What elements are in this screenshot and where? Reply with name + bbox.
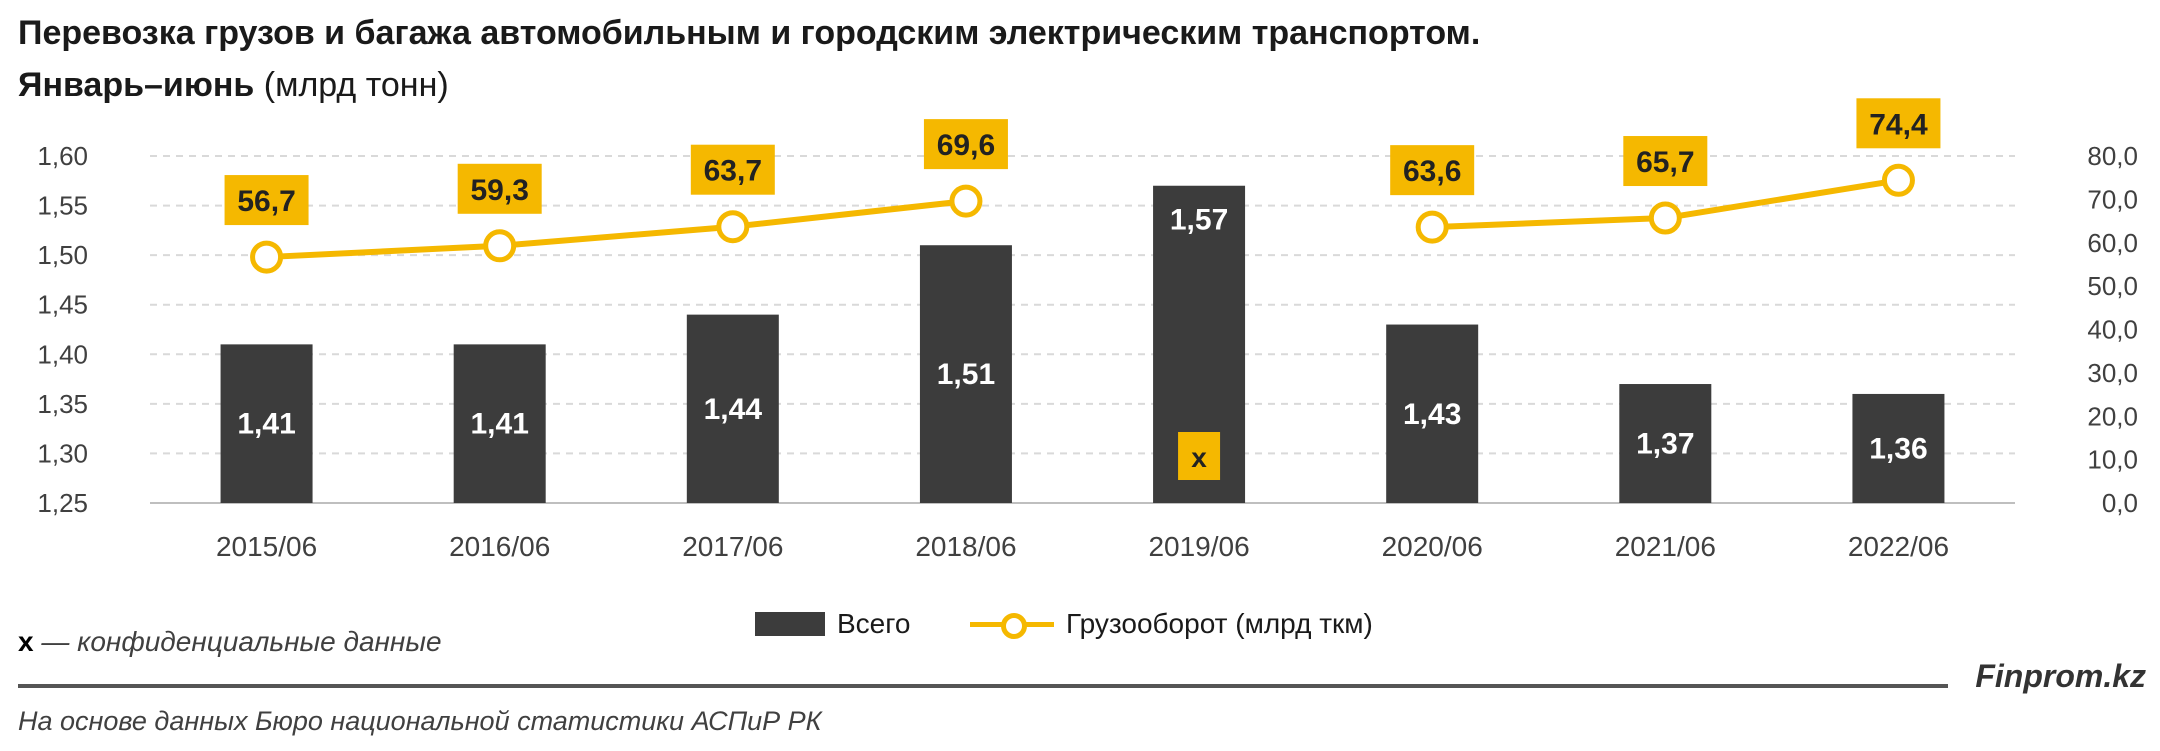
x-tick-label: 2020/06 <box>1382 531 1483 562</box>
y-left-tick-label: 1,45 <box>37 290 88 320</box>
line-value-label: 69,6 <box>937 129 995 162</box>
y-right-tick-label: 40,0 <box>2087 315 2138 345</box>
y-right-tick-label: 80,0 <box>2087 141 2138 171</box>
y-right-tick-label: 60,0 <box>2087 228 2138 258</box>
y-right-tick-label: 0,0 <box>2102 488 2138 518</box>
legend-line-marker <box>970 610 1054 639</box>
y-left-tick-label: 1,35 <box>37 389 88 419</box>
line-label-box <box>1623 136 1708 187</box>
legend-label-turnover: Грузооборот (млрд ткм) <box>1066 608 1373 639</box>
x-tick-label: 2019/06 <box>1148 531 1249 562</box>
line-point <box>716 210 750 244</box>
x-tick-label: 2022/06 <box>1848 531 1949 562</box>
line-point <box>483 229 517 263</box>
y-left-tick-label: 1,55 <box>37 191 88 221</box>
bar <box>1386 324 1479 503</box>
bar-value-label: 1,43 <box>1403 398 1461 431</box>
bar-value-label: 1,36 <box>1869 432 1927 465</box>
subtitle-unit: (млрд тонн) <box>254 66 449 104</box>
line-point <box>1881 163 1915 197</box>
bar-value-label: 1,37 <box>1636 428 1694 461</box>
note-mark: x <box>18 626 34 657</box>
confidential-note: x — конфиденциальные данные <box>18 626 442 658</box>
line-value-label: 63,6 <box>1403 155 1461 188</box>
y-left-tick-label: 1,30 <box>37 438 88 468</box>
footer-divider <box>18 684 1948 688</box>
legend-swatch-total <box>755 612 825 636</box>
legend-item-turnover: Грузооборот (млрд ткм) <box>970 608 1373 640</box>
y-right-tick-label: 50,0 <box>2087 271 2138 301</box>
line-value-label: 65,7 <box>1636 146 1694 179</box>
bar <box>220 344 313 503</box>
line-label-box <box>457 163 542 214</box>
x-tick-label: 2021/06 <box>1615 531 1716 562</box>
bar-value-label: 1,44 <box>704 393 763 426</box>
confidential-mark-box <box>1178 432 1221 480</box>
line-value-label: 74,4 <box>1869 108 1928 141</box>
bar <box>919 245 1012 503</box>
legend-item-total: Всего <box>755 608 910 640</box>
legend-label-total: Всего <box>837 608 911 639</box>
y-right-tick-label: 10,0 <box>2087 445 2138 475</box>
brand-logo-text: Finprom.kz <box>1975 658 2146 694</box>
bar-value-label: 1,41 <box>470 408 528 441</box>
line-point <box>1415 210 1449 244</box>
y-right-tick-label: 70,0 <box>2087 184 2138 214</box>
y-left-tick-label: 1,60 <box>37 141 88 171</box>
chart-area: 1,60 1,55 1,50 1,45 1,40 1,35 1,30 1,25 80,0 70,0… <box>37 98 2138 562</box>
confidential-mark: x <box>1191 442 1207 473</box>
subtitle-period: Январь–июнь <box>18 66 255 104</box>
line-point <box>250 240 284 274</box>
line-point <box>949 184 983 218</box>
x-tick-label: 2015/06 <box>216 531 317 562</box>
line-point <box>1648 201 1682 235</box>
y-left-tick-label: 1,50 <box>37 240 88 270</box>
line-label-box <box>224 175 309 226</box>
bar-value-label: 1,51 <box>937 358 995 391</box>
line-label-box <box>690 144 775 195</box>
source-note: На основе данных Бюро национальной стати… <box>18 706 822 736</box>
y-right-tick-label: 30,0 <box>2087 358 2138 388</box>
line-value-label: 56,7 <box>237 185 295 218</box>
x-tick-label: 2018/06 <box>915 531 1016 562</box>
line-value-label: 59,3 <box>470 174 528 207</box>
chart-subtitle: Январь–июнь (млрд тонн) <box>18 66 449 105</box>
note-text: — конфиденциальные данные <box>33 626 442 657</box>
x-tick-label: 2017/06 <box>682 531 783 562</box>
y-left-tick-label: 1,40 <box>37 339 88 369</box>
bar <box>1852 393 1945 503</box>
y-right-tick-label: 20,0 <box>2087 401 2138 431</box>
line-label-box <box>1856 98 1941 149</box>
bar-value-label: 1,41 <box>237 408 295 441</box>
line-series-segment <box>266 198 967 261</box>
bar-value-label: 1,57 <box>1170 204 1228 237</box>
bar <box>453 344 546 503</box>
bar <box>686 314 779 503</box>
line-value-label: 63,7 <box>704 155 762 188</box>
line-label-box <box>923 119 1008 170</box>
x-tick-label: 2016/06 <box>449 531 550 562</box>
chart-title: Перевозка грузов и багажа автомобильным … <box>18 14 1481 52</box>
bar <box>1619 384 1712 503</box>
line-label-box <box>1390 145 1475 196</box>
y-left-tick-label: 1,25 <box>37 488 88 518</box>
